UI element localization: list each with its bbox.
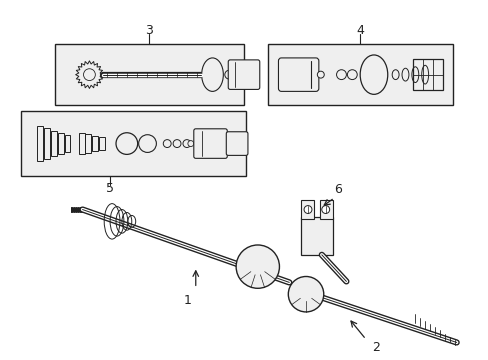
Ellipse shape <box>201 58 223 91</box>
Ellipse shape <box>346 70 357 80</box>
Ellipse shape <box>288 276 323 312</box>
FancyBboxPatch shape <box>226 132 247 156</box>
Ellipse shape <box>139 135 156 152</box>
Ellipse shape <box>187 141 193 147</box>
Bar <box>37 126 43 161</box>
Ellipse shape <box>116 133 138 154</box>
Ellipse shape <box>83 69 95 81</box>
FancyBboxPatch shape <box>228 60 259 89</box>
Bar <box>412 59 442 90</box>
Ellipse shape <box>224 70 233 79</box>
Bar <box>267 44 452 105</box>
Ellipse shape <box>183 140 190 148</box>
Bar <box>65 135 70 152</box>
Bar <box>58 133 64 154</box>
Ellipse shape <box>173 140 181 148</box>
Bar <box>79 133 84 154</box>
Ellipse shape <box>236 245 279 288</box>
Bar <box>85 134 91 153</box>
Ellipse shape <box>163 140 171 148</box>
Ellipse shape <box>321 206 329 213</box>
Ellipse shape <box>304 206 311 213</box>
Bar <box>319 200 332 219</box>
Bar <box>44 128 50 159</box>
Bar <box>301 217 332 255</box>
Ellipse shape <box>242 72 247 78</box>
Ellipse shape <box>234 70 243 79</box>
FancyBboxPatch shape <box>278 58 318 91</box>
Text: 6: 6 <box>334 183 342 196</box>
Bar <box>51 131 57 156</box>
Bar <box>301 200 313 219</box>
Ellipse shape <box>336 70 346 80</box>
Bar <box>92 136 98 152</box>
FancyBboxPatch shape <box>193 129 227 158</box>
Bar <box>55 44 244 105</box>
Text: 1: 1 <box>183 294 191 307</box>
Text: 4: 4 <box>356 24 364 37</box>
Ellipse shape <box>317 71 324 78</box>
Text: 2: 2 <box>371 341 379 354</box>
Ellipse shape <box>360 55 387 94</box>
Polygon shape <box>76 61 103 89</box>
Bar <box>21 111 245 176</box>
Bar <box>99 137 105 150</box>
Text: 5: 5 <box>106 183 114 195</box>
Text: 3: 3 <box>145 24 153 37</box>
